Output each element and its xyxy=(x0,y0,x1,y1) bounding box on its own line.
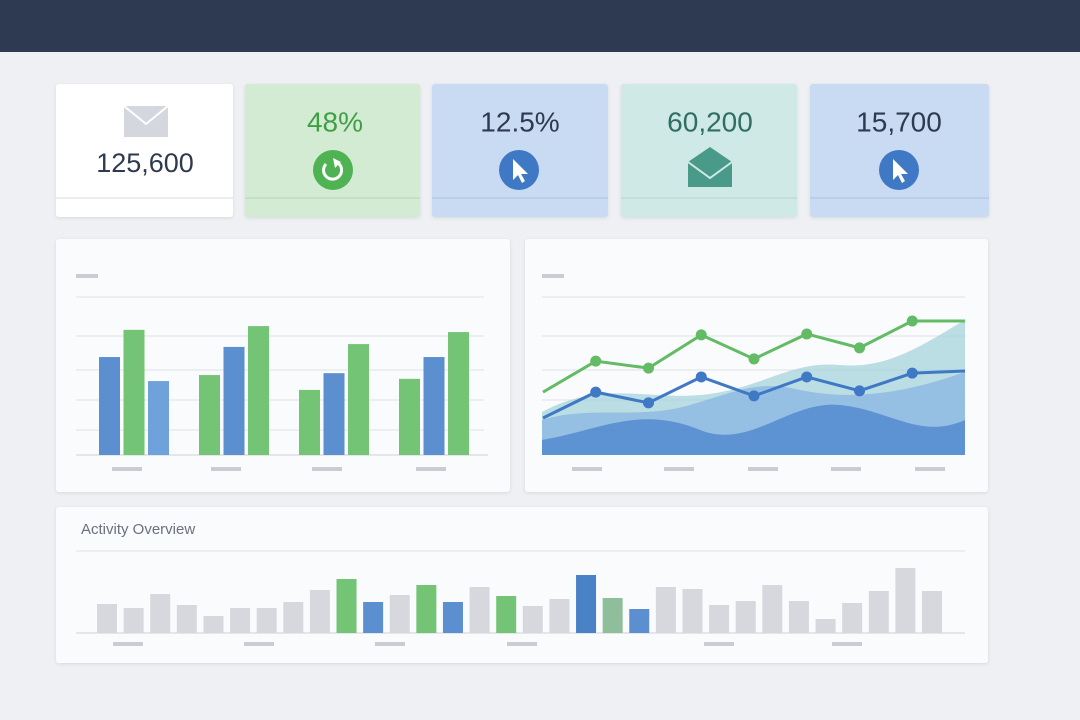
bar xyxy=(416,585,437,633)
bar xyxy=(735,601,756,633)
cursor-icon xyxy=(499,150,539,190)
point xyxy=(748,353,760,365)
bar xyxy=(709,605,730,633)
kpi-value: 12.5% xyxy=(480,106,559,137)
bar xyxy=(788,601,809,633)
cursor-icon xyxy=(879,150,919,190)
point xyxy=(643,362,654,374)
bar xyxy=(309,590,330,633)
point xyxy=(801,371,813,383)
point xyxy=(906,367,918,379)
bar xyxy=(299,389,320,455)
open-mail-icon xyxy=(687,147,733,187)
bar xyxy=(199,375,220,455)
bar xyxy=(348,344,369,455)
bar xyxy=(230,608,251,633)
bar xyxy=(469,587,490,633)
placeholder xyxy=(76,274,98,278)
bar xyxy=(448,332,469,455)
x-placeholders xyxy=(112,467,945,646)
bar xyxy=(389,595,410,633)
kpi-value: 15,700 xyxy=(856,106,942,137)
area-decoration xyxy=(542,404,965,455)
bar xyxy=(496,596,517,633)
bar xyxy=(97,604,117,633)
point xyxy=(590,386,602,398)
point xyxy=(695,329,707,341)
bar xyxy=(868,591,889,633)
kpi-card xyxy=(56,84,233,217)
bar xyxy=(442,602,463,633)
kpi-value: 60,200 xyxy=(667,106,753,137)
bar xyxy=(762,585,783,633)
placeholder xyxy=(542,274,564,278)
panel-title: Activity Overview xyxy=(81,521,195,538)
bar xyxy=(399,378,420,455)
kpi-value: 48% xyxy=(307,106,363,137)
bar xyxy=(123,608,144,633)
point xyxy=(695,371,707,383)
bar xyxy=(815,619,836,633)
bar xyxy=(203,616,224,633)
chart-marks xyxy=(97,315,966,633)
top-bar xyxy=(0,0,1080,52)
refresh-icon xyxy=(313,150,353,190)
bar xyxy=(363,602,384,633)
bar xyxy=(256,608,277,633)
point xyxy=(854,342,865,354)
point xyxy=(854,385,865,397)
panel xyxy=(56,239,510,492)
bar xyxy=(522,606,543,633)
panel xyxy=(56,507,988,663)
bar xyxy=(629,609,650,633)
bar xyxy=(223,346,245,455)
bar xyxy=(602,598,623,633)
point xyxy=(801,328,813,340)
kpi-cards: 125,600 48% 12.5% 60,200 15,700 xyxy=(56,84,989,217)
bar xyxy=(895,568,916,633)
mail-icon xyxy=(123,105,169,137)
point xyxy=(906,315,918,327)
bar xyxy=(842,603,863,633)
bar xyxy=(655,587,676,633)
bar xyxy=(323,373,345,455)
bar xyxy=(176,605,197,633)
bar xyxy=(682,589,703,633)
bar xyxy=(423,357,445,455)
bar xyxy=(576,575,597,633)
bar xyxy=(549,599,570,633)
point xyxy=(590,355,602,367)
point xyxy=(643,397,654,409)
kpi-value: 125,600 xyxy=(96,148,194,178)
point xyxy=(748,390,760,402)
bar xyxy=(123,329,145,455)
bar xyxy=(148,381,169,455)
bar xyxy=(336,579,357,633)
bar xyxy=(248,326,269,455)
bar xyxy=(150,594,171,633)
bar xyxy=(99,357,120,455)
bar xyxy=(922,591,942,633)
bar xyxy=(283,602,304,633)
